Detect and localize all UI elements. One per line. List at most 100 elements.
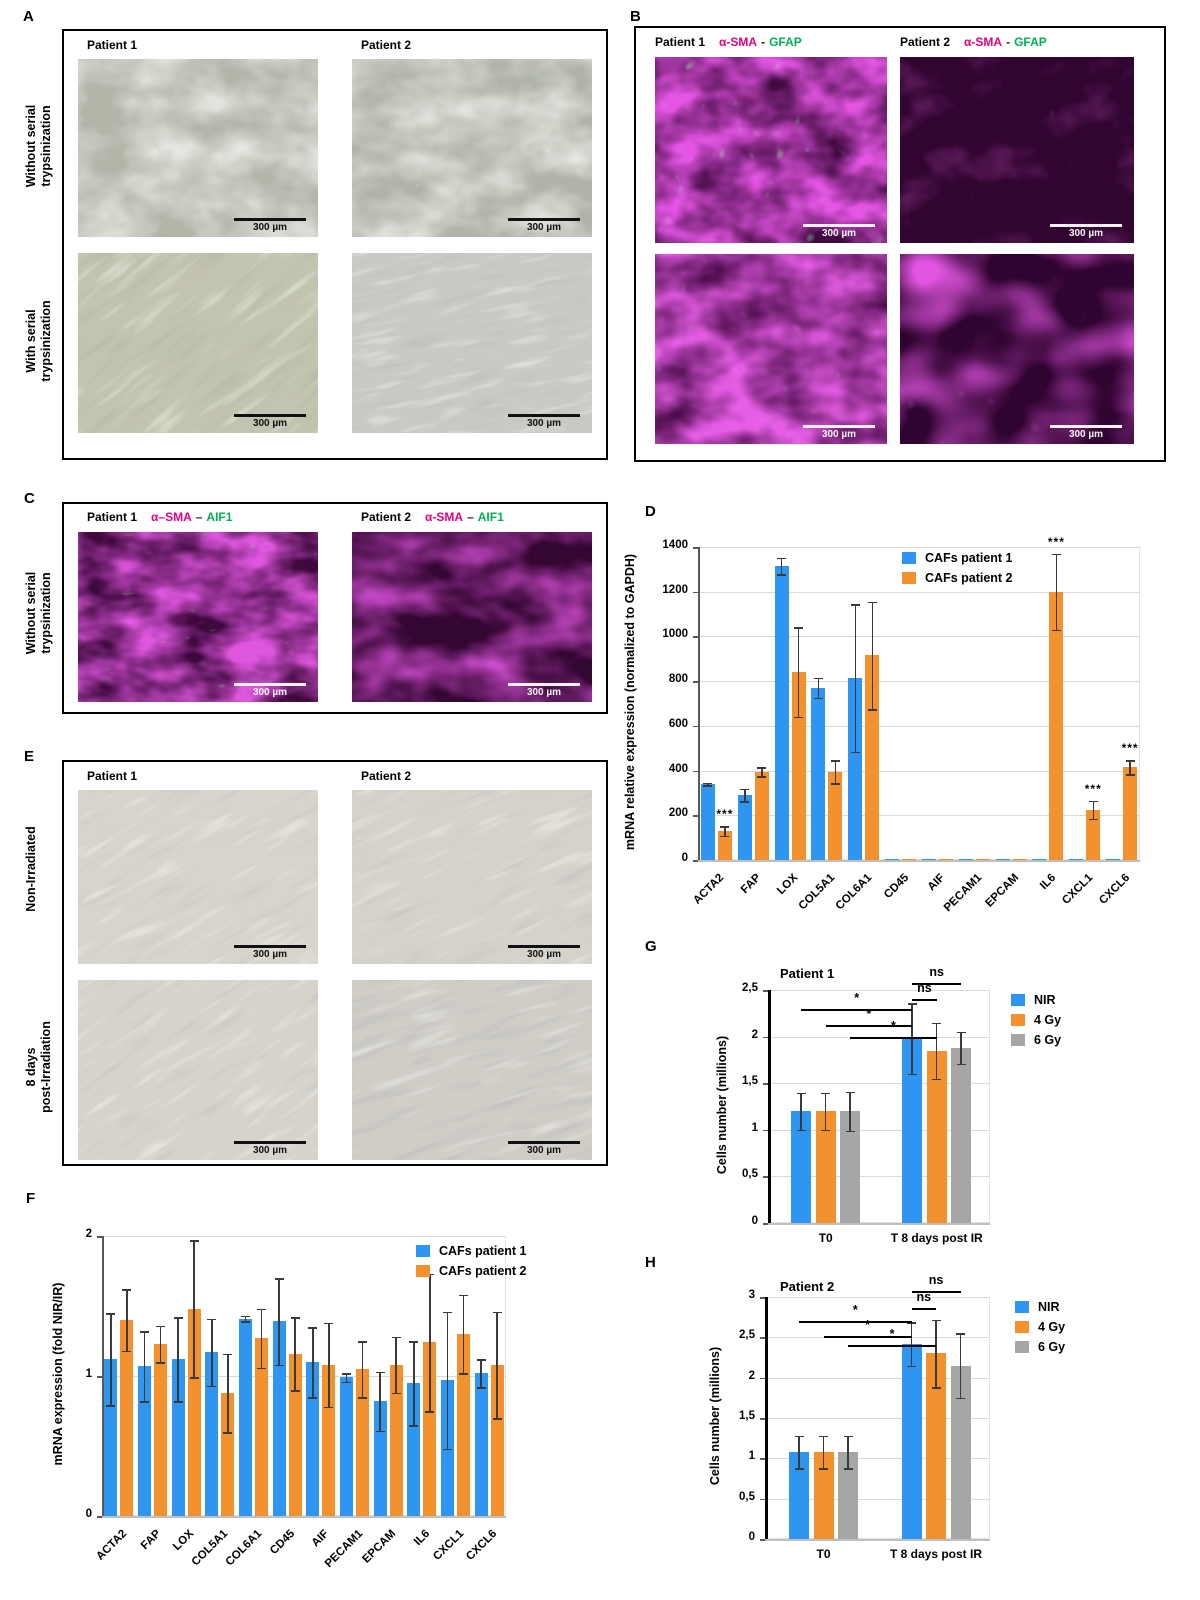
legend-item: 4 Gy (1015, 1320, 1065, 1334)
y-tick-label: 1400 (662, 539, 688, 551)
error-bar (744, 788, 746, 802)
y-tick-mark (693, 636, 698, 638)
micrograph-texture (78, 790, 318, 964)
x-axis (698, 860, 1140, 862)
y-axis (698, 547, 700, 860)
gridline (765, 1297, 990, 1298)
bar-COL6A1-CAFs-patient-2 (255, 1338, 268, 1516)
bar-ACTA2-CAFs-patient-2 (717, 830, 732, 860)
fluorescence-b-p2-top: 300 µm (900, 57, 1134, 243)
panel-e-box: Patient 1 Patient 2 300 µm 300 µm 300 µm… (62, 760, 608, 1166)
y-tick-mark (763, 990, 768, 992)
y-tick-mark (693, 815, 698, 817)
error-cap-bottom (492, 1418, 502, 1420)
y-tick-label: 400 (668, 762, 688, 775)
significance-stars: *** (1121, 741, 1139, 756)
error-cap-top (409, 1341, 419, 1343)
error-cap-top (459, 1294, 468, 1297)
gridline (698, 815, 1140, 817)
y-tick-label: 0 (751, 1215, 758, 1227)
micrograph-texture (900, 57, 1134, 243)
legend-item: 4 Gy (1011, 1013, 1061, 1027)
scale-bar: 300 µm (234, 945, 306, 960)
panel-label-e: E (24, 748, 35, 765)
error-cap-bottom (443, 1448, 452, 1451)
bar-CXCL1-CAFs-patient-2 (457, 1334, 470, 1516)
error-cap-bottom (1051, 629, 1061, 632)
bar-T-8-days-post-IR-NIR (902, 1038, 923, 1223)
error-bar (935, 1022, 938, 1079)
x-axis (765, 1539, 990, 1541)
gridline (768, 990, 990, 991)
error-cap-top (274, 1278, 284, 1280)
error-cap-top (703, 782, 713, 785)
scale-bar: 300 µm (508, 683, 580, 698)
chart-title: Patient 2 (780, 1279, 835, 1294)
error-bar (1092, 800, 1094, 819)
bar-COL5A1-CAFs-patient-1 (811, 687, 826, 860)
error-cap-bottom (342, 1381, 351, 1384)
y-tick-label: 2 (85, 1228, 92, 1240)
error-cap-top (1088, 800, 1098, 803)
bar-T0-NIR (789, 1451, 809, 1539)
gridline (102, 1236, 506, 1237)
header-b-patient-1: Patient 1 α-SMA - GFAP (655, 35, 802, 49)
error-bar (910, 1322, 913, 1366)
panel-b-box: Patient 1 α-SMA - GFAP Patient 2 α-SMA - GFAP … (634, 26, 1166, 462)
y-tick-mark (693, 770, 698, 773)
error-cap-bottom (931, 1387, 941, 1389)
bar-LOX-CAFs-patient-1 (774, 566, 789, 860)
legend-item: 6 Gy (1015, 1340, 1065, 1354)
error-bar (177, 1317, 179, 1402)
micrograph-texture (655, 57, 887, 243)
error-bar (724, 826, 726, 836)
bar-LOX-CAFs-patient-1 (171, 1359, 185, 1516)
sig-bracket (850, 1036, 937, 1039)
sig-bracket-label: ns (928, 1273, 944, 1288)
sig-bracket (912, 999, 937, 1002)
error-cap-top (757, 767, 767, 769)
scale-bar: 300 µm (508, 945, 580, 960)
scale-bar: 300 µm (234, 683, 306, 698)
error-bar (847, 1435, 849, 1468)
error-bar (126, 1289, 128, 1351)
panel-label-g: G (645, 938, 657, 955)
chart-cells-number-patient-1: 0 0,5 1 1,5 2 2,5 T0 T 8 days post IR ns ns * * * Pat… (640, 930, 1200, 1260)
error-bar (935, 1319, 937, 1388)
y-tick-mark (763, 1129, 768, 1132)
micrograph-texture (78, 59, 318, 237)
legend-item: NIR (1011, 993, 1061, 1007)
legend-swatch (416, 1265, 430, 1277)
y-tick-mark (763, 1083, 768, 1085)
error-bar (260, 1308, 263, 1368)
patient-label: Patient 1 (87, 510, 138, 524)
error-bar (143, 1331, 146, 1402)
bar-AIF-CAFs-patient-2 (938, 858, 953, 860)
error-cap-top (443, 1311, 452, 1314)
error-cap-top (375, 1371, 385, 1374)
error-bar (761, 767, 763, 777)
bar-CXCL6-CAFs-patient-2 (490, 1364, 504, 1516)
y-tick-label: 1 (85, 1368, 92, 1380)
bar-T-8-days-post-IR-4-Gy (926, 1050, 947, 1223)
error-cap-top (476, 1359, 486, 1361)
error-bar (278, 1278, 280, 1365)
sig-bracket-label: * (889, 1327, 895, 1342)
error-cap-top (106, 1313, 116, 1315)
error-bar (854, 604, 856, 752)
error-cap-bottom (140, 1401, 149, 1403)
header-c-patient-2: Patient 2 α-SMA – AIF1 (361, 510, 504, 524)
error-cap-top (956, 1031, 966, 1034)
error-bar (849, 1091, 851, 1131)
legend: NIR 4 Gy 6 Gy (1011, 993, 1061, 1053)
gridline (698, 591, 1140, 593)
error-cap-top (850, 604, 860, 606)
micrograph-texture (78, 980, 318, 1160)
bar-PECAM1-CAFs-patient-1 (958, 859, 973, 860)
micrograph-texture (78, 253, 318, 433)
error-bar (462, 1294, 465, 1374)
gridline (768, 1129, 990, 1131)
bar-CD45-CAFs-patient-2 (902, 859, 917, 860)
legend-swatch (1011, 1034, 1025, 1046)
